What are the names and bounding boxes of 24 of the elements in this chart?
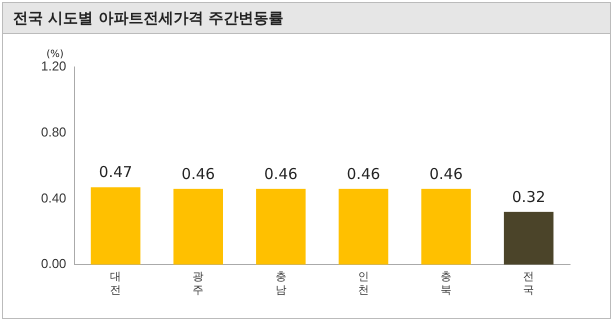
bar <box>421 188 471 265</box>
chart-title: 전국 시도별 아파트전세가격 주간변동률 <box>3 3 610 34</box>
data-label: 0.46 <box>346 164 380 183</box>
y-axis-title: (%) <box>46 49 64 60</box>
data-label: 0.46 <box>264 164 298 183</box>
x-tick-label: 광주 <box>192 271 204 296</box>
x-tick-label: 대전 <box>110 271 122 296</box>
y-tick-label: 0.00 <box>40 256 66 272</box>
x-tick-label: 충북 <box>440 271 452 296</box>
y-tick-label: 0.80 <box>40 124 66 140</box>
data-label: 0.46 <box>182 164 215 183</box>
x-tick-label: 전국 <box>523 271 534 296</box>
bar <box>173 188 224 265</box>
bar <box>504 212 554 265</box>
x-tick-label: 충남 <box>275 271 286 296</box>
data-label: 0.46 <box>429 164 463 183</box>
data-label: 0.47 <box>98 163 132 182</box>
bar <box>338 188 388 265</box>
bar <box>90 187 140 265</box>
data-label: 0.32 <box>512 188 546 206</box>
bar <box>256 188 306 265</box>
y-tick-label: 0.40 <box>40 190 66 206</box>
x-tick-label: 인천 <box>358 271 369 296</box>
y-tick-label: 1.20 <box>40 58 66 74</box>
